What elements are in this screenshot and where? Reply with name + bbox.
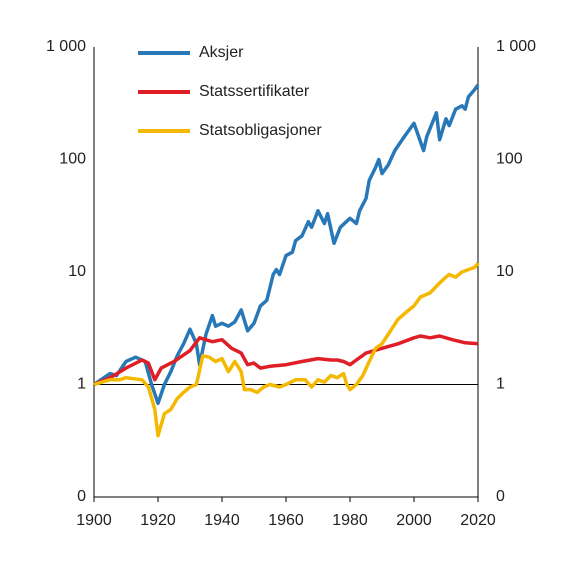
y-tick-label: 10 bbox=[68, 263, 86, 280]
legend-label: Aksjer bbox=[199, 44, 244, 61]
legend-label: Statssertifikater bbox=[199, 83, 310, 100]
series-line bbox=[93, 334, 479, 387]
x-tick-label: 1900 bbox=[76, 512, 112, 529]
y2-tick-label: 1 bbox=[496, 376, 505, 393]
y2-tick-label: 1 000 bbox=[496, 38, 536, 55]
y2-tick-label: 100 bbox=[496, 151, 523, 168]
y2-tick-label: 10 bbox=[496, 263, 514, 280]
x-tick-label: 1980 bbox=[332, 512, 368, 529]
series-line bbox=[93, 83, 480, 406]
y-tick-label: 1 000 bbox=[46, 38, 86, 55]
legend-label: Statsobligasjoner bbox=[199, 122, 322, 139]
y-tick-label: 1 bbox=[77, 376, 86, 393]
x-tick-label: 1940 bbox=[204, 512, 240, 529]
y-tick-label: 0 bbox=[77, 488, 86, 505]
x-tick-label: 1960 bbox=[268, 512, 304, 529]
series-line bbox=[93, 262, 480, 438]
y2-tick-label: 0 bbox=[496, 488, 505, 505]
y-tick-label: 100 bbox=[59, 151, 86, 168]
x-tick-label: 1920 bbox=[140, 512, 176, 529]
x-tick-label: 2020 bbox=[460, 512, 496, 529]
x-tick-label: 2000 bbox=[396, 512, 432, 529]
